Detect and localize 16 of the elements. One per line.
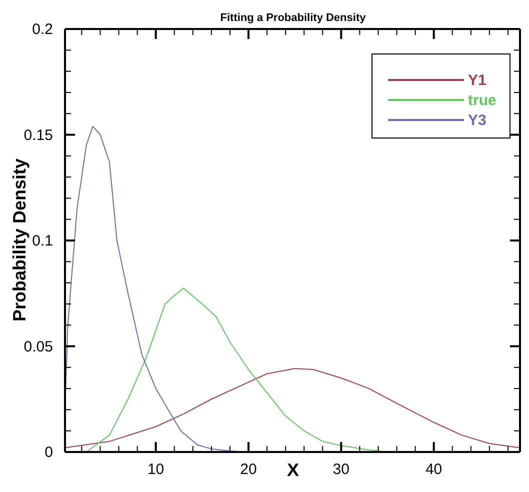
y-tick-label: 0 <box>44 444 53 461</box>
x-tick-label: 30 <box>332 461 350 478</box>
x-tick-label: 40 <box>425 461 442 478</box>
y-tick-label: 0.15 <box>24 126 53 144</box>
y-tick-label: 0.1 <box>32 232 53 250</box>
y-tick-label: 0.05 <box>24 338 53 356</box>
text: true <box>468 92 496 109</box>
text: Y1 <box>468 72 486 89</box>
y-axis-title: Probability Density <box>10 158 30 322</box>
text: Y3 <box>468 112 486 129</box>
x-tick-label: 10 <box>147 461 164 478</box>
x-tick-label: 20 <box>240 461 257 478</box>
x-axis-title: X <box>286 460 299 480</box>
y-tick-label: 0.2 <box>32 21 53 38</box>
line-series <box>65 368 520 448</box>
chart-title: Fitting a Probability Density <box>219 12 367 24</box>
